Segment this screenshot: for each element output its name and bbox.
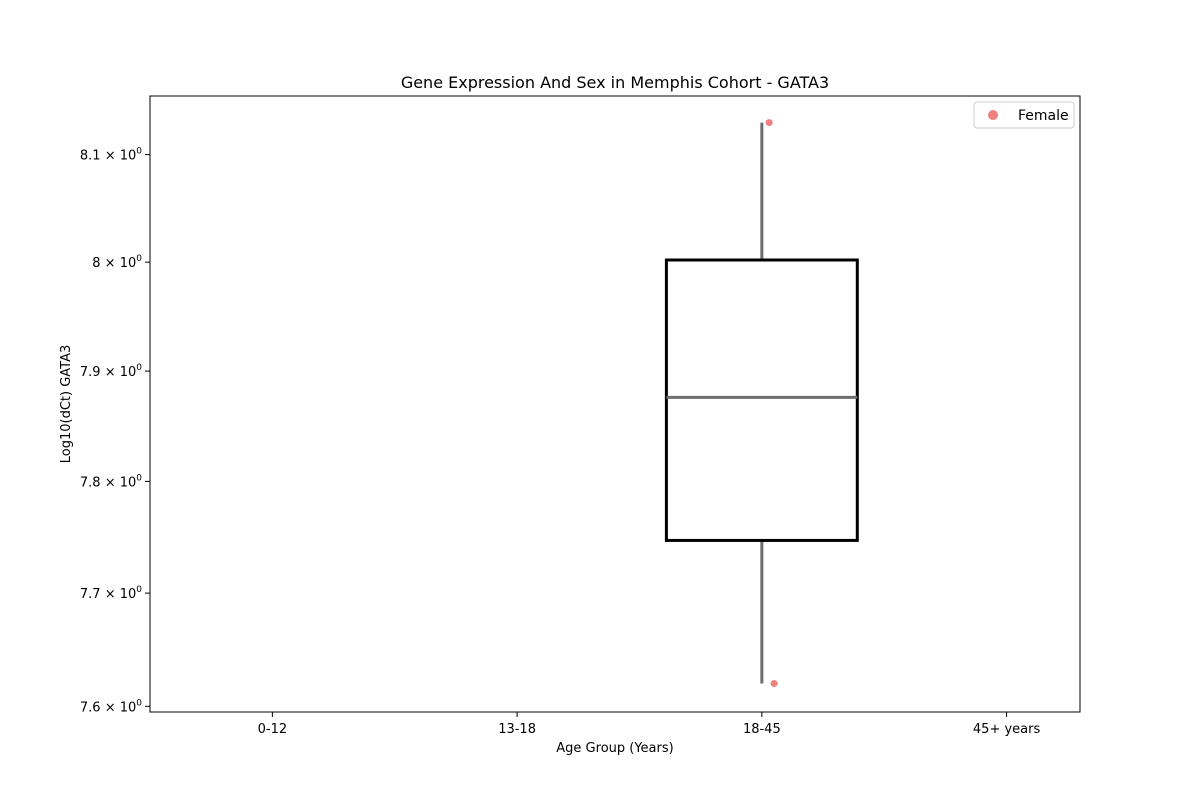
y-tick-label-2: 7.8 × 100 bbox=[80, 473, 142, 490]
legend-box bbox=[973, 101, 1075, 129]
data-point-0-0 bbox=[765, 119, 773, 127]
x-tick-label-3: 45+ years bbox=[973, 722, 1041, 737]
y-tick-label-5: 8.1 × 100 bbox=[80, 147, 142, 164]
y-tick-label-3: 7.9 × 100 bbox=[80, 363, 142, 380]
legend-label-0: Female bbox=[1018, 108, 1069, 124]
y-tick-label-0: 7.6 × 100 bbox=[80, 698, 142, 715]
y-tick-label-4: 8 × 100 bbox=[92, 254, 142, 271]
legend-marker-0 bbox=[988, 110, 998, 120]
x-axis-label: Age Group (Years) bbox=[556, 741, 673, 756]
plot-area: 0-12 13-18 18-45 45+ years 7.6 × 100 7.7 × 10… bbox=[80, 95, 1081, 737]
chart-title: Gene Expression And Sex in Memphis Cohor… bbox=[401, 73, 829, 92]
x-tick-label-2: 18-45 bbox=[743, 722, 781, 737]
x-tick-label-1: 13-18 bbox=[498, 722, 536, 737]
data-point-0-1 bbox=[770, 680, 778, 688]
y-tick-label-1: 7.7 × 100 bbox=[80, 585, 142, 602]
box-iqr bbox=[664, 258, 859, 542]
x-tick-label-0: 0-12 bbox=[258, 722, 288, 737]
axes-frame bbox=[149, 95, 1081, 713]
y-axis-label: Log10(dCt) GATA3 bbox=[59, 345, 74, 464]
